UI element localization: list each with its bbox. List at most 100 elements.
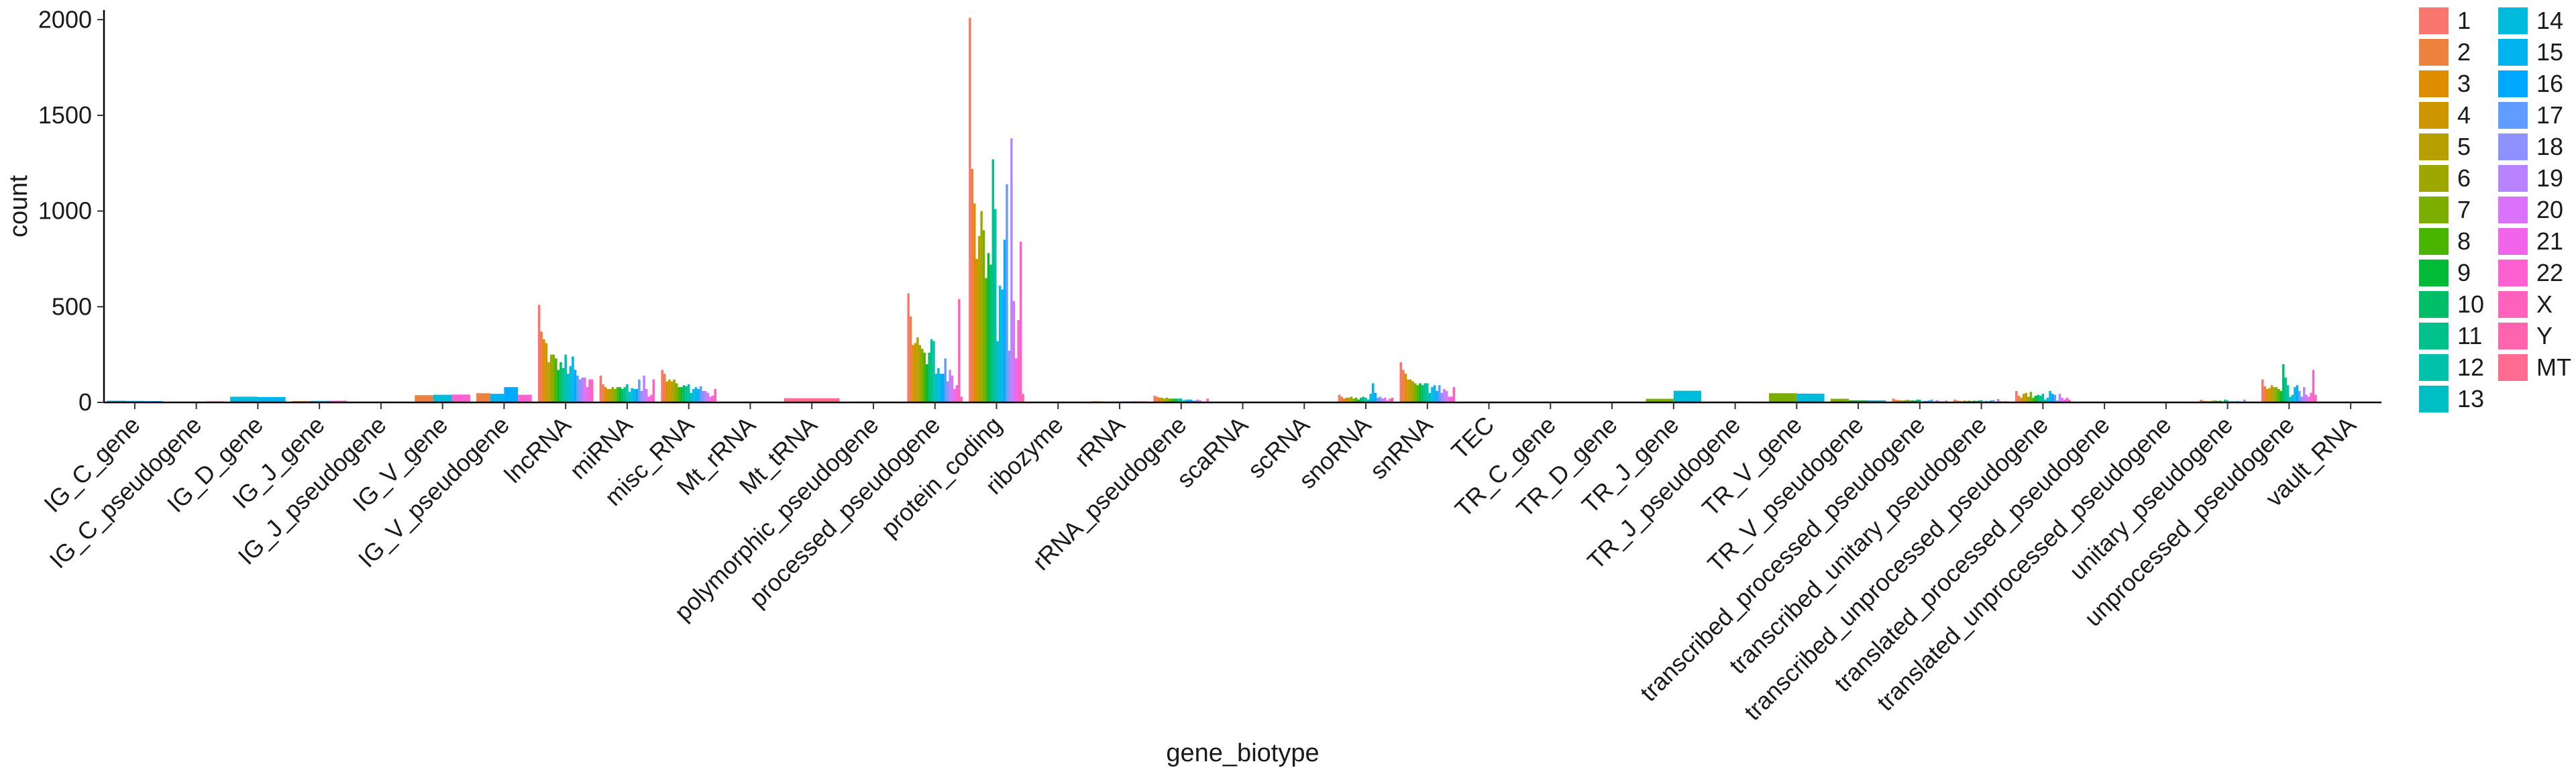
bar xyxy=(1364,397,1367,402)
bar xyxy=(699,386,702,402)
legend-label: 22 xyxy=(2536,259,2563,286)
bar xyxy=(711,396,714,402)
plot-area xyxy=(107,17,2379,403)
bar-group xyxy=(1646,390,1702,402)
bar xyxy=(1153,396,1157,402)
bar xyxy=(107,400,126,402)
y-tick-label: 1500 xyxy=(38,101,92,129)
bar xyxy=(1899,400,1902,402)
bar xyxy=(692,389,695,402)
bar xyxy=(996,341,999,402)
bar xyxy=(1185,399,1187,402)
legend-key xyxy=(2497,132,2529,162)
bar xyxy=(1391,397,1394,402)
bar xyxy=(1163,398,1166,402)
bar xyxy=(537,304,541,402)
legend-label: 14 xyxy=(2536,7,2563,34)
bar xyxy=(584,377,586,402)
y-tick-label: 500 xyxy=(52,292,92,320)
bar xyxy=(971,168,974,402)
bar-group xyxy=(537,304,594,402)
bar xyxy=(611,387,614,402)
bar xyxy=(1428,392,1432,402)
bar xyxy=(2044,399,2047,402)
bar xyxy=(1357,399,1360,402)
bar xyxy=(1199,400,1202,402)
bar xyxy=(1436,390,1438,402)
bar xyxy=(661,370,663,402)
bar-group xyxy=(1153,396,1210,402)
legend-item: 11 xyxy=(2418,321,2482,351)
bar xyxy=(599,376,602,402)
legend-label: 8 xyxy=(2457,227,2471,255)
bar xyxy=(1158,397,1161,402)
bar xyxy=(951,376,954,402)
bar xyxy=(663,374,666,402)
bar xyxy=(545,343,548,402)
bar xyxy=(1913,400,1917,402)
bar xyxy=(1170,398,1173,402)
bar xyxy=(912,345,914,402)
bar xyxy=(1175,398,1178,402)
bar xyxy=(1916,399,1919,402)
bar xyxy=(1156,396,1159,402)
bar xyxy=(2037,394,2039,402)
bar xyxy=(566,374,570,402)
bar xyxy=(2058,394,2061,402)
bar xyxy=(1901,400,1904,402)
legend-label: 3 xyxy=(2457,70,2471,97)
bar xyxy=(1990,400,1992,402)
bar xyxy=(433,394,452,402)
bar xyxy=(561,368,565,402)
legend-key xyxy=(2418,321,2450,351)
bar xyxy=(1992,400,1995,402)
legend-item: 6 xyxy=(2418,164,2471,193)
bar xyxy=(576,376,579,402)
bar xyxy=(2286,385,2290,402)
bar xyxy=(784,398,840,402)
bar xyxy=(934,374,938,402)
bar xyxy=(1919,400,1921,402)
legend-key xyxy=(2497,195,2529,225)
bar xyxy=(1377,397,1379,402)
bar xyxy=(1894,399,1897,402)
bar xyxy=(1352,398,1355,402)
bar xyxy=(2261,379,2264,402)
bar xyxy=(937,368,940,402)
bar xyxy=(685,386,688,402)
bar xyxy=(921,349,924,402)
bar xyxy=(2219,400,2222,402)
bar xyxy=(2029,392,2033,402)
x-tick-label: snRNA xyxy=(1364,411,1438,485)
bar xyxy=(1362,396,1365,402)
legend-item: 3 xyxy=(2418,69,2471,99)
bar xyxy=(969,17,971,403)
legend-key xyxy=(2497,164,2529,193)
bar xyxy=(1399,362,1403,402)
legend-key xyxy=(2418,384,2450,414)
bar xyxy=(1187,399,1190,402)
bar xyxy=(626,384,629,402)
x-tick-label: lncRNA xyxy=(499,411,576,488)
bar xyxy=(1371,383,1375,402)
bar xyxy=(2065,397,2069,402)
bar xyxy=(574,370,577,402)
x-tick-label: TEC xyxy=(1446,411,1499,465)
bar xyxy=(1867,400,1886,402)
bar xyxy=(2277,389,2280,402)
legend-key xyxy=(2418,258,2450,288)
legend-label: 18 xyxy=(2536,133,2563,160)
legend-item: 10 xyxy=(2418,290,2484,319)
legend-item: 16 xyxy=(2497,69,2563,99)
legend-item: 13 xyxy=(2418,384,2484,414)
legend-item: 8 xyxy=(2418,227,2471,256)
bar xyxy=(1769,393,1797,402)
bar xyxy=(1416,385,1419,402)
bar xyxy=(939,374,943,402)
bar xyxy=(490,394,504,402)
bar xyxy=(1008,350,1011,402)
bar xyxy=(673,379,676,402)
bar-group xyxy=(1769,393,1825,402)
bar xyxy=(230,396,258,402)
legend-key xyxy=(2418,227,2450,256)
